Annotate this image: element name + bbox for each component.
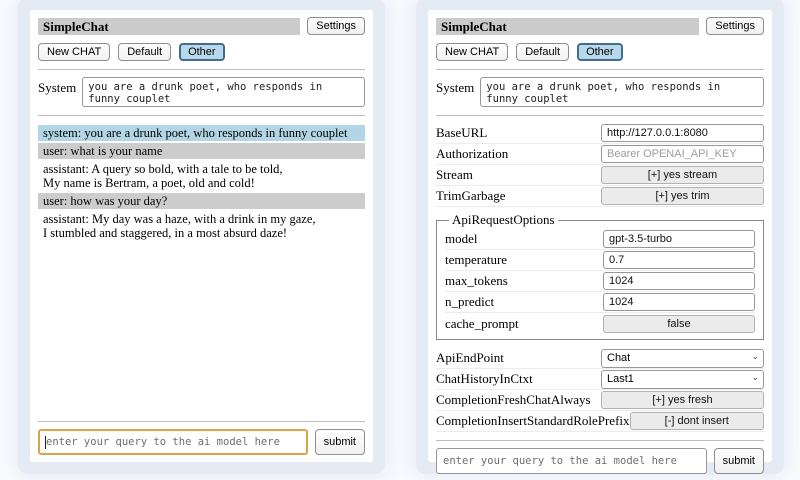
default-session-button[interactable]: Default — [118, 43, 172, 61]
chevron-down-icon: ⌄ — [751, 351, 759, 362]
chat-panel: SimpleChat Settings New CHAT Default Oth… — [30, 10, 373, 462]
page-title: SimpleChat — [38, 17, 301, 35]
settings-button[interactable]: Settings — [307, 17, 365, 35]
settings-row-chat-history: ChatHistoryInCtxt Last1 ⌄ — [436, 369, 764, 390]
temperature-input[interactable] — [603, 251, 755, 269]
completion-fresh-chat-toggle-button[interactable]: [+] yes fresh — [601, 391, 764, 409]
header: SimpleChat Settings — [436, 17, 764, 35]
divider — [436, 115, 764, 116]
setting-label: Stream — [436, 167, 473, 182]
system-prompt-input[interactable]: you are a drunk poet, who responds in fu… — [82, 77, 365, 107]
chat-message-assistant: assistant: A query so bold, with a tale … — [43, 162, 283, 190]
query-input-wrapper — [38, 429, 308, 455]
settings-row-n-predict: n_predict — [445, 292, 755, 313]
stream-toggle-button[interactable]: [+] yes stream — [601, 166, 764, 184]
setting-label: BaseURL — [436, 125, 488, 140]
query-input[interactable] — [437, 449, 706, 473]
new-chat-button[interactable]: New CHAT — [436, 43, 509, 61]
chat-history-select[interactable]: Last1 — [601, 369, 764, 389]
text-caret — [45, 436, 46, 449]
baseurl-input[interactable] — [601, 124, 764, 142]
settings-panel: SimpleChat Settings New CHAT Default Oth… — [428, 10, 772, 474]
other-session-button[interactable]: Other — [179, 43, 225, 61]
setting-label: CompletionFreshChatAlways — [436, 392, 591, 407]
divider — [38, 69, 365, 70]
divider — [436, 440, 764, 441]
chat-message-assistant: assistant: My day was a haze, with a dri… — [43, 212, 316, 240]
settings-row-stream: Stream [+] yes stream — [436, 165, 764, 186]
setting-label: Authorization — [436, 146, 509, 161]
settings-row-completion-fresh: CompletionFreshChatAlways [+] yes fresh — [436, 390, 764, 411]
settings-row-max-tokens: max_tokens — [445, 271, 755, 292]
settings-row-temperature: temperature — [445, 250, 755, 271]
header: SimpleChat Settings — [38, 17, 365, 35]
settings-row-authorization: Authorization — [436, 144, 764, 165]
setting-label: TrimGarbage — [436, 188, 506, 203]
setting-label: model — [445, 231, 478, 246]
settings-row-model: model — [445, 229, 755, 250]
query-input-wrapper — [436, 448, 707, 474]
query-input[interactable] — [40, 431, 306, 453]
setting-label: ApiEndPoint — [436, 350, 504, 365]
settings-button[interactable]: Settings — [706, 17, 764, 35]
settings-row-baseurl: BaseURL — [436, 123, 764, 144]
max-tokens-input[interactable] — [603, 272, 755, 290]
settings-row-trimgarbage: TrimGarbage [+] yes trim — [436, 186, 764, 207]
setting-label: max_tokens — [445, 273, 508, 288]
chat-message-system: system: you are a drunk poet, who respon… — [38, 125, 365, 141]
n-predict-input[interactable] — [603, 293, 755, 311]
setting-label: n_predict — [445, 294, 495, 309]
setting-label: CompletionInsertStandardRolePrefix — [436, 413, 630, 428]
selected-option: Chat — [607, 352, 631, 364]
completion-insert-role-prefix-toggle-button[interactable]: [-] dont insert — [629, 412, 764, 430]
submit-button[interactable]: submit — [314, 429, 365, 455]
divider — [38, 115, 365, 116]
trim-garbage-toggle-button[interactable]: [+] yes trim — [601, 187, 764, 205]
query-row: submit — [38, 429, 365, 455]
model-input[interactable] — [603, 230, 755, 248]
fieldset-legend: ApiRequestOptions — [452, 212, 555, 227]
system-prompt-label: System — [38, 80, 77, 95]
session-buttons: New CHAT Default Other — [38, 43, 365, 61]
chat-message-list: system: you are a drunk poet, who respon… — [38, 125, 365, 243]
authorization-input[interactable] — [601, 145, 764, 163]
chevron-down-icon: ⌄ — [751, 372, 759, 383]
settings-row-completion-role-prefix: CompletionInsertStandardRolePrefix [-] d… — [436, 411, 764, 432]
divider — [38, 421, 365, 422]
system-prompt-row: System you are a drunk poet, who respond… — [436, 77, 764, 107]
chat-message-user: user: how was your day? — [38, 193, 365, 209]
page-title: SimpleChat — [436, 17, 700, 35]
query-row: submit — [436, 448, 764, 474]
setting-label: cache_prompt — [445, 315, 519, 331]
system-prompt-label: System — [436, 80, 475, 95]
cache-prompt-toggle-button[interactable]: false — [603, 314, 755, 333]
chat-message-user: user: what is your name — [38, 143, 365, 159]
selected-option: Last1 — [607, 373, 634, 385]
submit-button[interactable]: submit — [713, 448, 764, 474]
setting-label: temperature — [445, 252, 508, 267]
api-endpoint-select[interactable]: Chat — [601, 348, 764, 368]
settings-row-api-endpoint: ApiEndPoint Chat ⌄ — [436, 348, 764, 369]
session-buttons: New CHAT Default Other — [436, 43, 764, 61]
settings-row-cache-prompt: cache_prompt false — [445, 313, 755, 334]
default-session-button[interactable]: Default — [516, 43, 570, 61]
system-prompt-row: System you are a drunk poet, who respond… — [38, 77, 365, 107]
setting-label: ChatHistoryInCtxt — [436, 371, 533, 386]
other-session-button[interactable]: Other — [577, 43, 623, 61]
divider — [436, 69, 764, 70]
new-chat-button[interactable]: New CHAT — [38, 43, 111, 61]
system-prompt-input[interactable]: you are a drunk poet, who responds in fu… — [480, 77, 764, 107]
api-request-options-fieldset: ApiRequestOptions model temperature max_… — [436, 212, 764, 340]
